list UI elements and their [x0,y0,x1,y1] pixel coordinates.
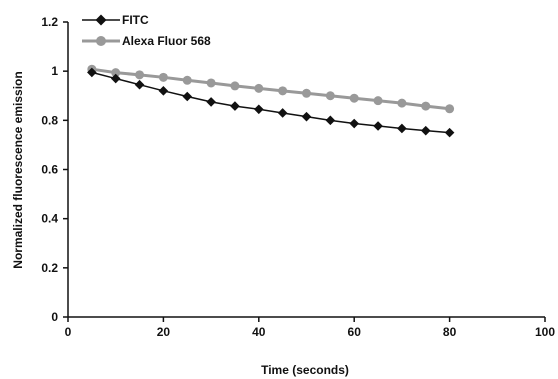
data-point-fitc [134,79,145,90]
data-point-fitc [420,125,431,136]
legend-item-alexa-fluor: Alexa Fluor 568 [82,34,211,48]
data-point-alexa-fluor-568 [254,83,264,93]
series-line-fitc [91,71,450,134]
data-point-fitc [373,121,383,131]
data-point-alexa-fluor-568 [230,81,240,91]
data-point-alexa-fluor-568 [397,98,407,108]
y-tick-label: 0.6 [41,163,58,177]
data-point-fitc [206,97,216,107]
data-point-fitc [277,108,288,118]
data-point-fitc [254,104,264,115]
data-point-fitc [87,67,97,78]
data-point-alexa-fluor-568 [206,78,216,88]
data-point-alexa-fluor-568 [278,86,288,96]
data-point-fitc [110,73,121,84]
data-point-fitc [325,115,336,126]
legend-circle-marker-icon [96,36,106,46]
legend-label-fitc: FITC [122,13,149,27]
x-tick-label: 40 [252,325,266,339]
data-point-fitc [158,86,169,96]
x-axis-title: Time (seconds) [261,363,349,377]
x-tick-label: 0 [65,325,72,339]
data-point-alexa-fluor-568 [158,72,168,82]
data-point-alexa-fluor-568 [325,91,335,101]
data-point-alexa-fluor-568 [373,96,383,106]
y-tick-label: 1 [51,64,58,78]
legend-item-fitc: FITC [82,13,149,27]
data-point-fitc [397,123,407,134]
data-point-alexa-fluor-568 [182,75,192,85]
x-tick-label: 60 [348,325,362,339]
data-point-fitc [230,101,240,111]
x-tick-label: 80 [443,325,457,339]
data-point-alexa-fluor-568 [111,68,121,78]
x-tick-label: 20 [157,325,171,339]
legend-diamond-marker-icon [95,14,107,26]
series-layer [87,64,455,138]
data-point-alexa-fluor-568 [135,70,145,80]
data-point-fitc [182,91,193,102]
data-point-alexa-fluor-568 [302,88,311,98]
y-tick-label: 0.2 [41,261,58,275]
legend-label-alexa-fluor: Alexa Fluor 568 [122,34,211,48]
y-tick-label: 0.8 [41,113,58,127]
legend: FITC Alexa Fluor 568 [82,13,211,48]
data-point-fitc [301,111,312,122]
y-tick-label: 0 [51,310,58,324]
series-line-alexa-fluor-568 [91,67,450,111]
y-tick-label: 0.4 [41,212,58,226]
axes [67,22,545,318]
data-point-fitc [444,127,455,138]
ticks: 0 20 40 60 80 100 0 0.2 0.4 0.6 0.8 1 1.2 [41,15,555,339]
x-tick-label: 100 [535,325,555,339]
data-point-alexa-fluor-568 [421,101,431,111]
data-point-fitc [349,118,359,129]
data-point-alexa-fluor-568 [349,93,359,103]
data-point-alexa-fluor-568 [445,104,455,114]
y-tick-label: 1.2 [41,15,58,29]
y-axis-title: Normalized fluorescence emission [11,71,25,268]
